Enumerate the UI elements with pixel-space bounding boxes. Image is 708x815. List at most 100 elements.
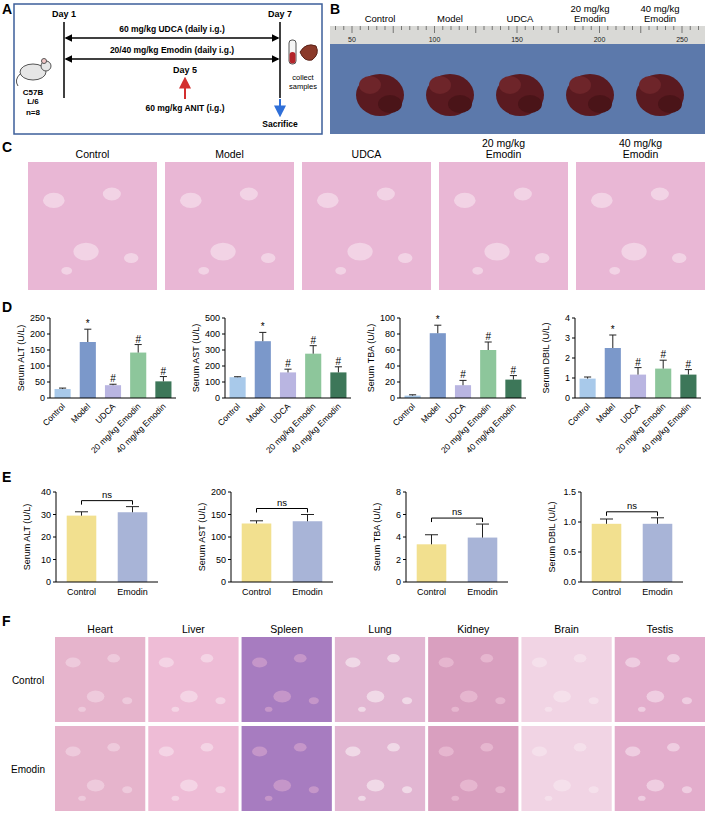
histology-image <box>615 637 705 722</box>
sacrifice-arrow <box>279 99 281 115</box>
tissue-texture <box>481 654 494 663</box>
tissue-texture <box>439 746 454 756</box>
y-tick-label: 4 <box>565 313 570 323</box>
tissue-texture <box>646 780 664 792</box>
label: 150 <box>511 36 523 43</box>
tissue-texture <box>78 707 86 712</box>
tissue-texture <box>651 188 669 201</box>
y-tick-label: 30 <box>41 510 51 520</box>
liver-specimen <box>636 74 684 116</box>
ruler-tick <box>475 26 476 33</box>
marks <box>580 335 697 398</box>
ruler-tick <box>368 26 369 30</box>
tube-icon <box>289 40 296 64</box>
tissue-texture <box>345 746 360 756</box>
timeline-start <box>63 22 65 98</box>
significance-mark: ns <box>452 506 462 517</box>
bar <box>130 353 146 398</box>
tissue-texture <box>78 796 86 801</box>
y-tick <box>228 492 231 493</box>
x-axis <box>406 582 508 583</box>
bar <box>580 379 596 398</box>
y-tick-label: 10 <box>41 555 51 565</box>
tissue-texture <box>122 697 132 704</box>
label: 250 <box>676 36 688 43</box>
bar <box>305 354 321 398</box>
label: UDCA <box>507 13 535 24</box>
panel-a: C57BL/6n=8Day 1Day 760 mg/kg UDCA (daily… <box>14 4 322 134</box>
bar <box>592 524 622 582</box>
label-line: UDCA <box>352 148 382 160</box>
tissue-texture <box>317 193 339 208</box>
ruler-tick <box>558 26 559 33</box>
error-bar <box>234 376 241 377</box>
tissue-texture <box>309 697 319 704</box>
y-tick-label: 80 <box>385 329 395 339</box>
y-tick <box>47 366 50 367</box>
y-tick-label: 0 <box>390 393 395 403</box>
error-bar <box>660 360 667 368</box>
y-tick <box>53 492 56 493</box>
x-tick-label: Control <box>592 587 621 597</box>
y-axis-title: Serum DBIL (U/L) <box>541 322 551 393</box>
tissue-texture <box>87 780 105 792</box>
y-tick-label: 400 <box>205 329 220 339</box>
tissue-texture <box>545 796 553 801</box>
y-tick-label: 6 <box>396 510 401 520</box>
column-label: Spleen <box>270 623 303 635</box>
label: C57B <box>23 88 44 97</box>
y-tick-label: 200 <box>211 487 226 497</box>
label: 20/40 mg/kg Emodin (daily i.g.) <box>110 45 234 55</box>
column-label: Heart <box>87 623 113 635</box>
label: Model <box>437 13 463 24</box>
y-tick <box>228 582 231 583</box>
label: Day 5 <box>173 65 197 75</box>
y-tick-label: 150 <box>211 510 226 520</box>
ruler-tick <box>418 26 419 30</box>
tissue-texture <box>180 780 198 792</box>
ruler-tick <box>385 26 386 30</box>
x-tick-label: Emodin <box>117 587 148 597</box>
y-tick-label: 20 <box>41 532 51 542</box>
y-tick <box>403 582 406 583</box>
y-tick <box>53 514 56 515</box>
significance-mark: # <box>511 365 517 376</box>
tissue-texture <box>591 193 613 208</box>
histology-image <box>615 726 705 811</box>
x-axis <box>575 398 701 399</box>
ruler-tick <box>401 26 402 30</box>
tissue-texture <box>514 188 532 201</box>
y-tick <box>572 358 575 359</box>
tissue-texture <box>273 780 291 792</box>
label-line: Emodin <box>644 13 676 24</box>
row-label: Control <box>12 675 44 686</box>
x-axis <box>225 398 351 399</box>
ruler-tick <box>434 26 435 33</box>
y-tick-label: 3 <box>565 333 570 343</box>
y-axis <box>581 492 582 582</box>
ruler-tick <box>525 26 526 30</box>
ruler-tick <box>492 26 493 30</box>
label-line: Model <box>215 148 244 160</box>
tissue-texture <box>122 786 132 793</box>
y-tick <box>47 398 50 399</box>
error-bar <box>135 345 142 353</box>
liver-lobe <box>499 76 521 94</box>
histology-image <box>302 162 431 290</box>
tissue-texture <box>367 780 385 792</box>
bar-chart: 050100150200ControlEmodinnsSerum AST (U/… <box>197 487 333 597</box>
tissue-texture <box>210 243 235 261</box>
significance-mark: # <box>460 369 466 380</box>
panel-letter: A <box>2 1 12 17</box>
tissue-texture <box>553 780 571 792</box>
liver-specimen <box>356 74 404 116</box>
significance-mark: # <box>635 357 641 368</box>
y-tick <box>222 382 225 383</box>
histology-image <box>428 726 518 811</box>
ruler-tick <box>376 26 377 30</box>
tissue-texture <box>172 796 180 801</box>
bar <box>455 385 471 398</box>
x-tick-label: Emodin <box>467 587 498 597</box>
marks <box>55 329 172 398</box>
error-bar <box>160 377 167 382</box>
